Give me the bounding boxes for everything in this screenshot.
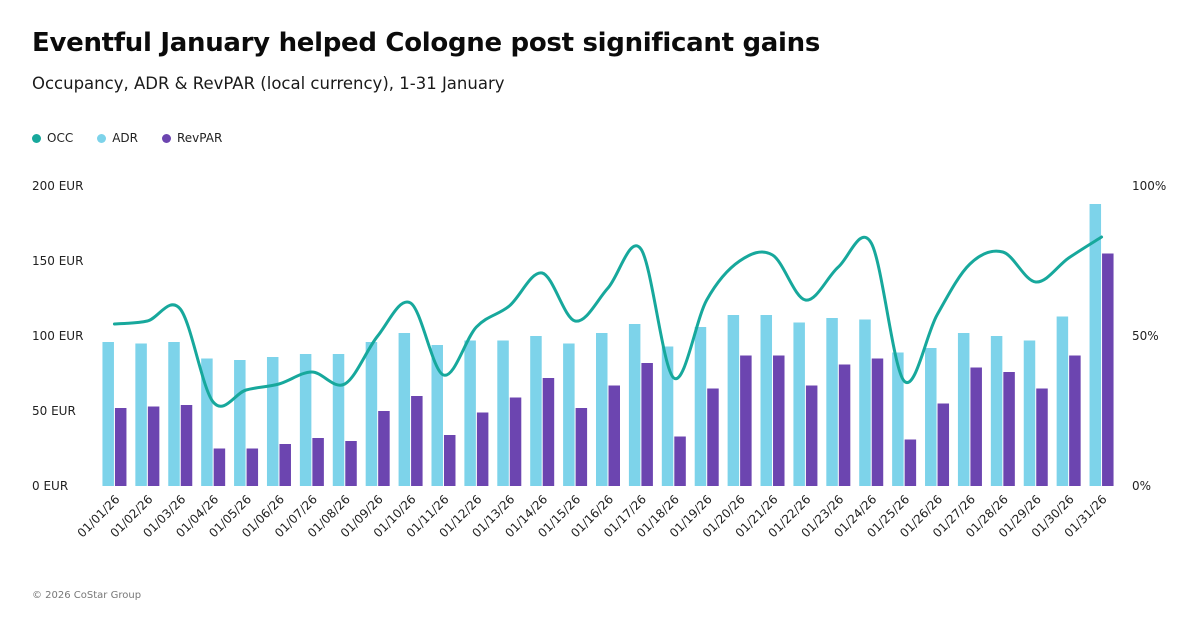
revpar-bar <box>937 403 950 486</box>
revpar-bar <box>1036 388 1048 486</box>
adr-bar <box>299 354 312 486</box>
revpar-bar <box>871 358 884 486</box>
adr-bar <box>102 342 114 486</box>
left-axis-tick-label: 0 EUR <box>32 479 68 493</box>
copyright-footer: © 2026 CoStar Group <box>32 590 142 601</box>
revpar-bar <box>509 397 522 486</box>
adr-bar <box>925 348 937 486</box>
adr-bar <box>266 357 279 486</box>
right-axis-tick-label: 100% <box>1132 179 1166 193</box>
revpar-bar <box>674 436 686 486</box>
revpar-bar <box>970 367 982 486</box>
adr-bar <box>365 342 378 486</box>
legend-dot-occ <box>32 133 41 143</box>
adr-bar <box>398 333 411 486</box>
adr-bar <box>464 340 476 486</box>
adr-bar <box>563 343 575 486</box>
legend-dot-adr <box>97 133 107 143</box>
chart-title: Eventful January helped Cologne post sig… <box>32 28 821 58</box>
legend-label-adr: ADR <box>112 131 138 145</box>
revpar-bar <box>1003 372 1015 486</box>
revpar-bar <box>575 408 588 486</box>
revpar-bar <box>805 385 818 486</box>
revpar-bar <box>180 405 193 486</box>
legend-label-revpar: RevPAR <box>177 131 223 145</box>
adr-bar <box>892 352 904 486</box>
legend-item-revpar: RevPAR <box>162 131 222 145</box>
adr-bar <box>694 327 707 486</box>
legend-label-occ: OCC <box>47 131 74 145</box>
legend-item-occ: OCC <box>32 131 73 145</box>
legend-dot-revpar <box>162 133 171 143</box>
adr-bar <box>793 322 805 486</box>
revpar-bar <box>707 388 719 486</box>
right-axis-tick-label: 50% <box>1132 329 1159 343</box>
adr-bar <box>1089 204 1102 486</box>
left-axis-tick-label: 200 EUR <box>32 179 83 193</box>
revpar-bar <box>476 412 489 486</box>
adr-bar <box>826 318 838 486</box>
revpar-bar <box>838 364 851 486</box>
adr-bar <box>957 333 970 486</box>
adr-bar <box>168 342 180 486</box>
revpar-bar <box>904 439 917 486</box>
revpar-bar <box>213 448 226 486</box>
adr-bar <box>1023 340 1036 486</box>
adr-bar <box>332 354 345 486</box>
revpar-bar <box>411 396 423 486</box>
adr-bar <box>497 340 509 486</box>
adr-bar <box>990 336 1003 486</box>
revpar-bar <box>1102 253 1114 486</box>
left-axis-tick-label: 150 EUR <box>32 254 83 268</box>
adr-bar <box>859 319 871 486</box>
left-axis-tick-label: 100 EUR <box>32 329 83 343</box>
revpar-bar <box>312 438 324 486</box>
adr-bar <box>661 346 674 486</box>
adr-bar <box>234 360 246 486</box>
adr-bar <box>135 343 147 486</box>
adr-bar <box>201 358 213 486</box>
revpar-bar <box>114 408 127 486</box>
right-axis-tick-label: 0% <box>1132 479 1151 493</box>
revpar-bar <box>147 406 160 486</box>
revpar-bar <box>542 378 555 486</box>
revpar-bar <box>345 441 357 486</box>
chart-subtitle: Occupancy, ADR & RevPAR (local currency)… <box>32 74 505 93</box>
revpar-bar <box>773 355 785 486</box>
revpar-bar <box>740 355 752 486</box>
revpar-bar <box>443 435 456 486</box>
left-axis-tick-label: 50 EUR <box>32 404 76 418</box>
revpar-bar <box>608 385 620 486</box>
revpar-bar <box>1069 355 1081 486</box>
legend-item-adr: ADR <box>97 131 138 145</box>
legend: OCC ADR RevPAR <box>32 131 222 145</box>
adr-bar <box>431 345 443 486</box>
revpar-bar <box>246 448 259 486</box>
revpar-bar <box>279 444 291 486</box>
revpar-bar <box>378 411 390 486</box>
adr-bar <box>628 324 641 486</box>
adr-bar <box>1056 316 1069 486</box>
adr-bar <box>596 333 608 486</box>
adr-bar <box>727 315 740 486</box>
adr-bar <box>760 315 773 486</box>
adr-bar <box>530 336 542 486</box>
occ-line <box>112 235 1104 408</box>
revpar-bar <box>641 363 653 486</box>
